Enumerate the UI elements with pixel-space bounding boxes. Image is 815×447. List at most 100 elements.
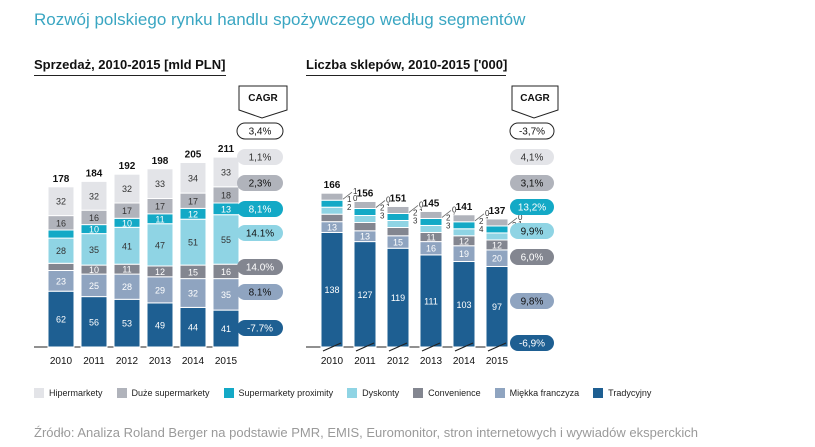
x-tick-label: 2012 bbox=[387, 356, 410, 367]
small-segment-label: 3 bbox=[413, 216, 418, 225]
stores-chart-title: Liczba sklepów, 2010-2015 ['000] bbox=[306, 57, 508, 72]
bar-value-label: 28 bbox=[122, 282, 132, 292]
bar-value-label: 17 bbox=[155, 202, 165, 212]
bar-value-label: 16 bbox=[89, 213, 99, 223]
bar-total-label: 178 bbox=[53, 174, 70, 185]
bar-segment bbox=[80, 180, 108, 211]
bar-segment bbox=[452, 214, 476, 223]
bar-value-label: 16 bbox=[56, 218, 66, 228]
cagr-value: 9,9% bbox=[521, 227, 544, 238]
bar-segment bbox=[47, 229, 75, 239]
bar-segment bbox=[485, 232, 509, 241]
bar-segment bbox=[146, 276, 174, 304]
bar-value-label: 33 bbox=[221, 167, 231, 177]
bar-value-label: 10 bbox=[89, 265, 99, 275]
bar-value-label: 55 bbox=[221, 235, 231, 245]
cagr-value: 8.1% bbox=[249, 288, 272, 299]
bar-value-label: 10 bbox=[89, 225, 99, 235]
bar-value-label: 15 bbox=[188, 267, 198, 277]
cagr-pill bbox=[510, 335, 554, 351]
bar-segment bbox=[485, 225, 509, 234]
bar-value-label: 35 bbox=[89, 245, 99, 255]
bar-value-label: 34 bbox=[188, 173, 198, 183]
bar-segment bbox=[179, 306, 207, 348]
x-tick-label: 2015 bbox=[486, 356, 509, 367]
cagr-header-box bbox=[511, 85, 559, 119]
x-tick-label: 2013 bbox=[420, 356, 443, 367]
bar-segment bbox=[320, 206, 344, 215]
label-leader-line bbox=[441, 210, 452, 218]
bar-segment bbox=[146, 302, 174, 348]
bar-total-label: 166 bbox=[324, 180, 341, 191]
bar-value-label: 32 bbox=[122, 184, 132, 194]
axis-break-mark bbox=[421, 342, 441, 352]
cagr-value: 3,4% bbox=[249, 127, 272, 138]
small-segment-label: 2 bbox=[446, 213, 451, 222]
legend-label: Dyskonty bbox=[362, 388, 400, 398]
bar-value-label: 19 bbox=[459, 249, 469, 259]
bar-segment bbox=[419, 224, 443, 233]
legend-item: Duże supermarkety bbox=[116, 388, 210, 398]
cagr-value: -7.7% bbox=[247, 324, 273, 335]
bar-value-label: 111 bbox=[424, 296, 438, 306]
bar-segment bbox=[212, 156, 240, 188]
bar-segment bbox=[452, 228, 476, 237]
bar-segment bbox=[47, 237, 75, 264]
cagr-pill bbox=[237, 320, 283, 336]
bar-segment bbox=[353, 201, 377, 209]
x-tick-label: 2012 bbox=[116, 356, 139, 367]
bar-value-label: 28 bbox=[56, 246, 66, 256]
bar-value-label: 119 bbox=[391, 293, 405, 303]
small-segment-label: 0 bbox=[419, 200, 424, 209]
small-segment-label: 2 bbox=[479, 217, 484, 226]
cagr-value: 6,0% bbox=[521, 253, 544, 264]
legend-item: Supermarkety proximity bbox=[223, 388, 333, 398]
axis-break-mark bbox=[355, 342, 375, 352]
cagr-pill bbox=[510, 199, 554, 215]
bar-value-label: 53 bbox=[122, 319, 132, 329]
x-tick-label: 2010 bbox=[321, 356, 344, 367]
bar-value-label: 11 bbox=[426, 233, 435, 243]
bar-total-label: 141 bbox=[456, 202, 473, 213]
bar-value-label: 17 bbox=[122, 206, 132, 216]
bar-segment bbox=[353, 222, 377, 232]
small-segment-label: 0 bbox=[485, 209, 490, 218]
small-segment-label: 0 bbox=[386, 196, 391, 205]
cagr-pill bbox=[237, 259, 283, 275]
label-leader-line bbox=[507, 217, 518, 226]
bar-segment bbox=[419, 210, 443, 219]
small-segment-label: 3 bbox=[380, 212, 385, 221]
bar-segment bbox=[212, 309, 240, 348]
legend-swatch bbox=[593, 388, 604, 398]
small-segment-label: 2 bbox=[413, 208, 418, 217]
bar-value-label: 32 bbox=[56, 197, 66, 207]
small-segment-label: 1 bbox=[353, 187, 358, 196]
cagr-value: 14.0% bbox=[246, 263, 274, 274]
bar-value-label: 12 bbox=[492, 240, 502, 250]
bar-segment bbox=[80, 233, 108, 266]
bar-value-label: 127 bbox=[357, 290, 372, 300]
cagr-value: 1,1% bbox=[249, 153, 272, 164]
bar-segment bbox=[485, 218, 509, 227]
cagr-pill bbox=[510, 149, 554, 165]
bar-segment bbox=[320, 199, 344, 208]
legend-label: Tradycyjny bbox=[608, 388, 652, 398]
small-segment-label: 1 bbox=[347, 195, 352, 204]
bar-total-label: 151 bbox=[390, 193, 407, 204]
bar-segment bbox=[386, 226, 410, 237]
bar-value-label: 20 bbox=[492, 254, 502, 264]
legend-swatch bbox=[223, 388, 234, 398]
legend-swatch bbox=[347, 388, 358, 398]
x-tick-label: 2013 bbox=[149, 356, 172, 367]
axis-break-mark bbox=[454, 342, 474, 352]
bar-value-label: 138 bbox=[324, 285, 339, 295]
cagr-header-label: CAGR bbox=[520, 93, 550, 104]
label-leader-line bbox=[408, 205, 419, 213]
legend-item: Dyskonty bbox=[347, 388, 399, 398]
bar-segment bbox=[47, 290, 75, 348]
cagr-value: 3,1% bbox=[521, 179, 544, 190]
cagr-value: 4,1% bbox=[521, 153, 544, 164]
bar-value-label: 44 bbox=[188, 323, 198, 333]
x-tick-label: 2011 bbox=[83, 356, 105, 367]
bar-value-label: 32 bbox=[89, 191, 99, 201]
